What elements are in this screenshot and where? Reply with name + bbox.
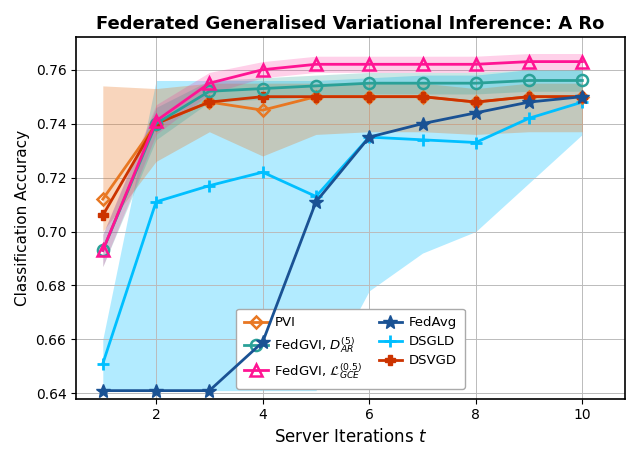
Line: DSGLD: DSGLD: [97, 96, 589, 370]
FedAvg: [365, 134, 373, 140]
FedGVI, $\mathcal{L}_{GCE}^{(0.5)}$: [365, 61, 373, 67]
DSVGD: [205, 99, 213, 105]
PVI: [99, 196, 107, 202]
FedAvg: [525, 99, 533, 105]
DSGLD: [312, 194, 320, 199]
FedAvg: [579, 94, 586, 100]
DSGLD: [579, 99, 586, 105]
DSVGD: [419, 94, 426, 100]
FedGVI, $D_{AR}^{(5)}$: [259, 86, 266, 91]
DSGLD: [472, 140, 479, 145]
FedAvg: [312, 199, 320, 205]
PVI: [259, 107, 266, 113]
PVI: [472, 99, 479, 105]
PVI: [152, 121, 160, 126]
FedGVI, $D_{AR}^{(5)}$: [205, 89, 213, 94]
Title: Federated Generalised Variational Inference: A Ro: Federated Generalised Variational Infere…: [97, 15, 605, 33]
DSVGD: [99, 213, 107, 218]
Line: FedAvg: FedAvg: [96, 90, 589, 397]
FedGVI, $\mathcal{L}_{GCE}^{(0.5)}$: [99, 248, 107, 253]
PVI: [205, 99, 213, 105]
DSGLD: [419, 137, 426, 142]
Line: FedGVI, $D_{AR}^{(5)}$: FedGVI, $D_{AR}^{(5)}$: [97, 75, 588, 256]
DSVGD: [312, 94, 320, 100]
DSVGD: [152, 121, 160, 126]
Line: FedGVI, $\mathcal{L}_{GCE}^{(0.5)}$: FedGVI, $\mathcal{L}_{GCE}^{(0.5)}$: [97, 56, 588, 256]
FedGVI, $D_{AR}^{(5)}$: [472, 80, 479, 86]
FedGVI, $D_{AR}^{(5)}$: [419, 80, 426, 86]
FedAvg: [99, 388, 107, 393]
DSGLD: [259, 169, 266, 175]
FedGVI, $D_{AR}^{(5)}$: [525, 78, 533, 83]
FedGVI, $D_{AR}^{(5)}$: [365, 80, 373, 86]
DSGLD: [152, 199, 160, 205]
FedAvg: [259, 339, 266, 345]
Legend: PVI, FedGVI, $D_{AR}^{(5)}$, FedGVI, $\mathcal{L}_{GCE}^{(0.5)}$, FedAvg, DSGLD,: PVI, FedGVI, $D_{AR}^{(5)}$, FedGVI, $\m…: [236, 308, 465, 389]
DSGLD: [525, 115, 533, 121]
FedGVI, $\mathcal{L}_{GCE}^{(0.5)}$: [312, 61, 320, 67]
DSVGD: [579, 94, 586, 100]
FedGVI, $D_{AR}^{(5)}$: [312, 83, 320, 89]
FedGVI, $\mathcal{L}_{GCE}^{(0.5)}$: [419, 61, 426, 67]
FedGVI, $D_{AR}^{(5)}$: [579, 78, 586, 83]
FedGVI, $\mathcal{L}_{GCE}^{(0.5)}$: [205, 80, 213, 86]
PVI: [365, 94, 373, 100]
DSGLD: [365, 134, 373, 140]
PVI: [419, 94, 426, 100]
X-axis label: Server Iterations $t$: Server Iterations $t$: [274, 428, 428, 446]
Line: PVI: PVI: [99, 93, 586, 203]
PVI: [579, 94, 586, 100]
DSVGD: [472, 99, 479, 105]
DSVGD: [525, 94, 533, 100]
FedGVI, $\mathcal{L}_{GCE}^{(0.5)}$: [152, 118, 160, 124]
FedGVI, $\mathcal{L}_{GCE}^{(0.5)}$: [525, 59, 533, 65]
DSVGD: [259, 94, 266, 100]
FedGVI, $\mathcal{L}_{GCE}^{(0.5)}$: [472, 61, 479, 67]
FedAvg: [472, 110, 479, 116]
FedAvg: [419, 121, 426, 126]
FedAvg: [152, 388, 160, 393]
FedAvg: [205, 388, 213, 393]
DSGLD: [99, 361, 107, 366]
DSVGD: [365, 94, 373, 100]
Y-axis label: Classification Accuracy: Classification Accuracy: [15, 130, 30, 306]
DSGLD: [205, 183, 213, 189]
FedGVI, $D_{AR}^{(5)}$: [152, 121, 160, 126]
PVI: [312, 94, 320, 100]
FedGVI, $\mathcal{L}_{GCE}^{(0.5)}$: [259, 67, 266, 72]
PVI: [525, 94, 533, 100]
Line: DSVGD: DSVGD: [98, 92, 588, 220]
FedGVI, $D_{AR}^{(5)}$: [99, 248, 107, 253]
FedGVI, $\mathcal{L}_{GCE}^{(0.5)}$: [579, 59, 586, 65]
